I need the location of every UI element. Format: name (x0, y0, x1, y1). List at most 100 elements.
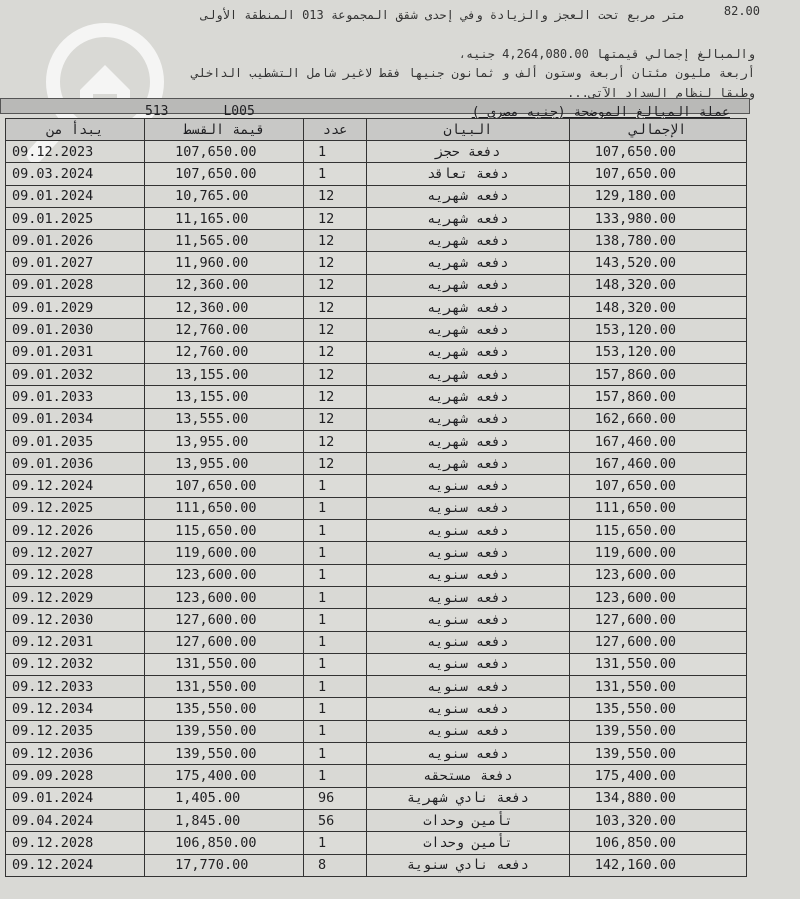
cell-installment: 111,650.00 (144, 496, 304, 521)
cell-start-date: 09.01.2035 (4, 429, 146, 454)
cell-total: 167,460.00 (568, 452, 748, 476)
cell-count: 12 (302, 273, 368, 298)
cell-count: 1 (302, 474, 368, 498)
cell-start-date: 09.01.2024 (4, 786, 146, 810)
area-value: 82.00 (723, 4, 760, 18)
cell-total: 127,600.00 (568, 630, 748, 654)
cell-description: دفعه سنويه (366, 675, 570, 699)
cell-total: 157,860.00 (568, 385, 748, 409)
cell-start-date: 09.01.2036 (4, 452, 146, 476)
table-row: 09.12.2029 123,600.00 1 دفعه سنويه 123,600.0… (4, 585, 748, 610)
cell-count: 1 (302, 139, 368, 164)
cell-start-date: 09.12.2036 (4, 742, 146, 766)
cell-description: دفعه شهريه (366, 429, 570, 454)
cell-start-date: 09.12.2034 (4, 697, 146, 721)
cell-total: 131,550.00 (568, 652, 748, 677)
cell-description: دفعة نادي شهرية (366, 786, 570, 810)
cell-total: 106,850.00 (568, 831, 748, 855)
currency-note: عملة المبالغ الموضحة (جنيه مصري ) (471, 105, 730, 120)
cell-description: دفعه سنويه (366, 496, 570, 521)
cell-installment: 1,845.00 (144, 808, 304, 833)
cell-total: 131,550.00 (568, 675, 748, 699)
cell-count: 12 (302, 362, 368, 387)
cell-count: 12 (302, 229, 368, 253)
cell-start-date: 09.01.2033 (4, 385, 146, 409)
cell-total: 142,160.00 (568, 853, 748, 877)
cell-installment: 123,600.00 (144, 563, 304, 587)
cell-installment: 131,550.00 (144, 652, 304, 677)
cell-installment: 119,600.00 (144, 541, 304, 565)
cell-total: 139,550.00 (568, 719, 748, 744)
cell-installment: 12,360.00 (144, 273, 304, 298)
cell-installment: 11,565.00 (144, 229, 304, 253)
cell-description: دفعه شهريه (366, 385, 570, 409)
cell-start-date: 09.01.2032 (4, 362, 146, 387)
cell-count: 12 (302, 296, 368, 320)
code-2: L005 (223, 104, 255, 119)
cell-total: 107,650.00 (568, 474, 748, 498)
cell-installment: 11,960.00 (144, 251, 304, 275)
table-row: 09.01.2033 13,155.00 12 دفعه شهريه 157,860.0… (4, 385, 748, 409)
cell-description: دفعه شهريه (366, 407, 570, 431)
table-row: 09.12.2027 119,600.00 1 دفعه سنويه 119,600.0… (4, 541, 748, 565)
code-1: 513 (145, 104, 169, 119)
cell-start-date: 09.12.2027 (4, 541, 146, 565)
cell-count: 1 (302, 541, 368, 565)
cell-start-date: 09.01.2024 (4, 184, 146, 208)
cell-total: 138,780.00 (568, 229, 748, 253)
total-amount-text: والمبالغ إجمالي قيمتها 4,264,080.00 جنيه… (458, 47, 755, 61)
cell-count: 12 (302, 429, 368, 454)
table-row: 09.12.2030 127,600.00 1 دفعه سنويه 127,600.0… (4, 608, 748, 632)
cell-description: دفعه سنويه (366, 519, 570, 543)
cell-total: 127,600.00 (568, 608, 748, 632)
col-description: البيان (366, 118, 570, 141)
cell-total: 175,400.00 (568, 764, 748, 788)
cell-description: دفعه شهريه (366, 184, 570, 208)
cell-start-date: 09.01.2031 (4, 340, 146, 364)
cell-description: دفعه شهريه (366, 452, 570, 476)
cell-description: دفعه شهريه (366, 206, 570, 231)
cell-start-date: 09.12.2035 (4, 719, 146, 744)
cell-installment: 10,765.00 (144, 184, 304, 208)
table-row: 09.01.2030 12,760.00 12 دفعه شهريه 153,120.0… (4, 318, 748, 342)
cell-installment: 13,555.00 (144, 407, 304, 431)
table-row: 09.01.2034 13,555.00 12 دفعه شهريه 162,660.0… (4, 407, 748, 431)
cell-total: 153,120.00 (568, 340, 748, 364)
cell-total: 111,650.00 (568, 496, 748, 521)
table-row: 09.12.2028 123,600.00 1 دفعه سنويه 123,600.0… (4, 563, 748, 587)
cell-count: 1 (302, 764, 368, 788)
cell-count: 1 (302, 742, 368, 766)
cell-count: 12 (302, 385, 368, 409)
cell-installment: 12,760.00 (144, 340, 304, 364)
cell-total: 167,460.00 (568, 429, 748, 454)
table-row: 09.01.2024 1,405.00 96 دفعة نادي شهرية 134,8… (4, 786, 748, 810)
cell-total: 135,550.00 (568, 697, 748, 721)
cell-installment: 123,600.00 (144, 585, 304, 610)
cell-installment: 115,650.00 (144, 519, 304, 543)
table-row: 09.01.2031 12,760.00 12 دفعه شهريه 153,120.0… (4, 340, 748, 364)
cell-installment: 12,760.00 (144, 318, 304, 342)
cell-total: 115,650.00 (568, 519, 748, 543)
cell-count: 1 (302, 652, 368, 677)
cell-total: 153,120.00 (568, 318, 748, 342)
col-count: عدد (302, 118, 368, 141)
cell-total: 157,860.00 (568, 362, 748, 387)
table-row: 09.12.2035 139,550.00 1 دفعه سنويه 139,550.0… (4, 719, 748, 744)
cell-start-date: 09.04.2024 (4, 808, 146, 833)
cell-total: 123,600.00 (568, 563, 748, 587)
cell-description: دفعه سنويه (366, 474, 570, 498)
cell-total: 107,650.00 (568, 139, 748, 164)
cell-description: دفعه سنويه (366, 563, 570, 587)
cell-installment: 13,955.00 (144, 452, 304, 476)
cell-total: 148,320.00 (568, 296, 748, 320)
cell-description: دفعه سنويه (366, 608, 570, 632)
cell-start-date: 09.12.2030 (4, 608, 146, 632)
cell-description: دفعه شهريه (366, 273, 570, 298)
cell-installment: 11,165.00 (144, 206, 304, 231)
col-total: الإجمالي (568, 118, 748, 141)
cell-description: دفعه شهريه (366, 229, 570, 253)
table-row: 09.12.2036 139,550.00 1 دفعه سنويه 139,550.0… (4, 742, 748, 766)
cell-count: 8 (302, 853, 368, 877)
cell-count: 1 (302, 585, 368, 610)
cell-count: 1 (302, 630, 368, 654)
